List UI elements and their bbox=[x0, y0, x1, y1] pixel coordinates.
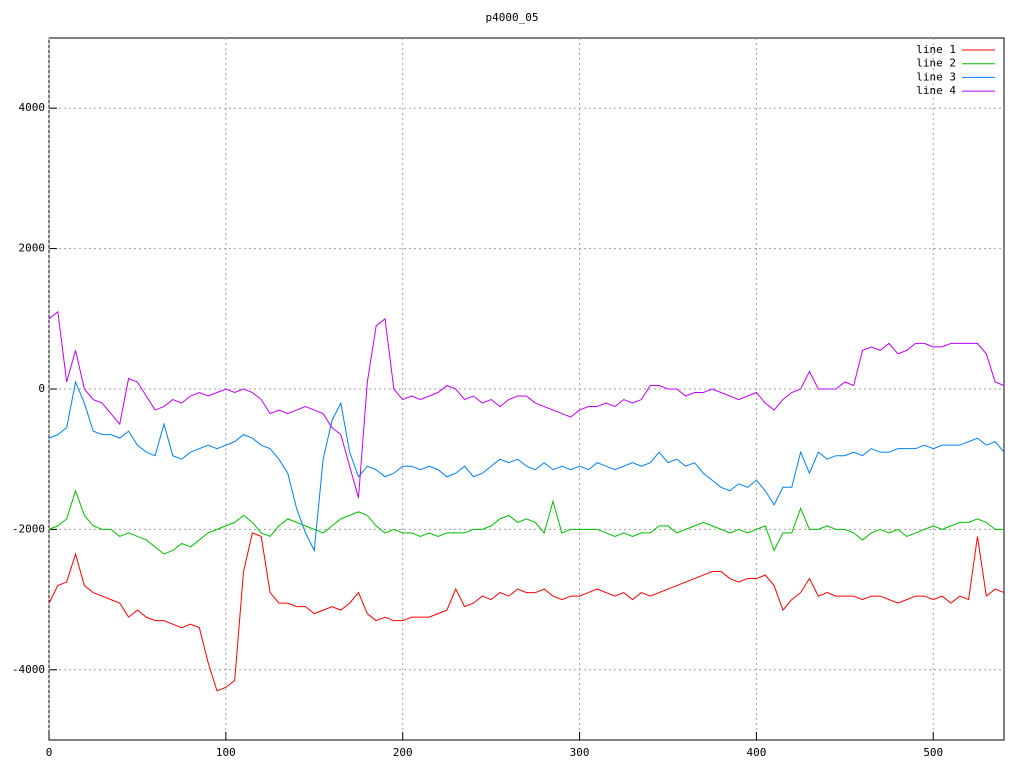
series-line bbox=[48, 489, 1004, 555]
y-tick-label: 4000 bbox=[19, 101, 46, 114]
series-line bbox=[48, 310, 1005, 498]
legend-label: line 4 bbox=[916, 84, 956, 97]
y-tick-label: -2000 bbox=[12, 522, 45, 535]
x-tick-label: 200 bbox=[393, 746, 413, 759]
series-line bbox=[48, 532, 1005, 692]
y-tick-label: -4000 bbox=[12, 663, 45, 676]
legend-label: line 1 bbox=[916, 43, 956, 56]
series-line bbox=[48, 380, 1005, 553]
x-tick-label: 100 bbox=[216, 746, 236, 759]
legend-label: line 2 bbox=[916, 57, 956, 70]
y-tick-label: 2000 bbox=[19, 242, 46, 255]
chart-title: p4000_05 bbox=[486, 11, 539, 24]
legend-label: line 3 bbox=[916, 70, 956, 83]
x-tick-label: 500 bbox=[923, 746, 943, 759]
x-tick-label: 0 bbox=[46, 746, 53, 759]
x-tick-label: 400 bbox=[746, 746, 766, 759]
y-tick-label: 0 bbox=[38, 382, 45, 395]
x-tick-label: 300 bbox=[570, 746, 590, 759]
